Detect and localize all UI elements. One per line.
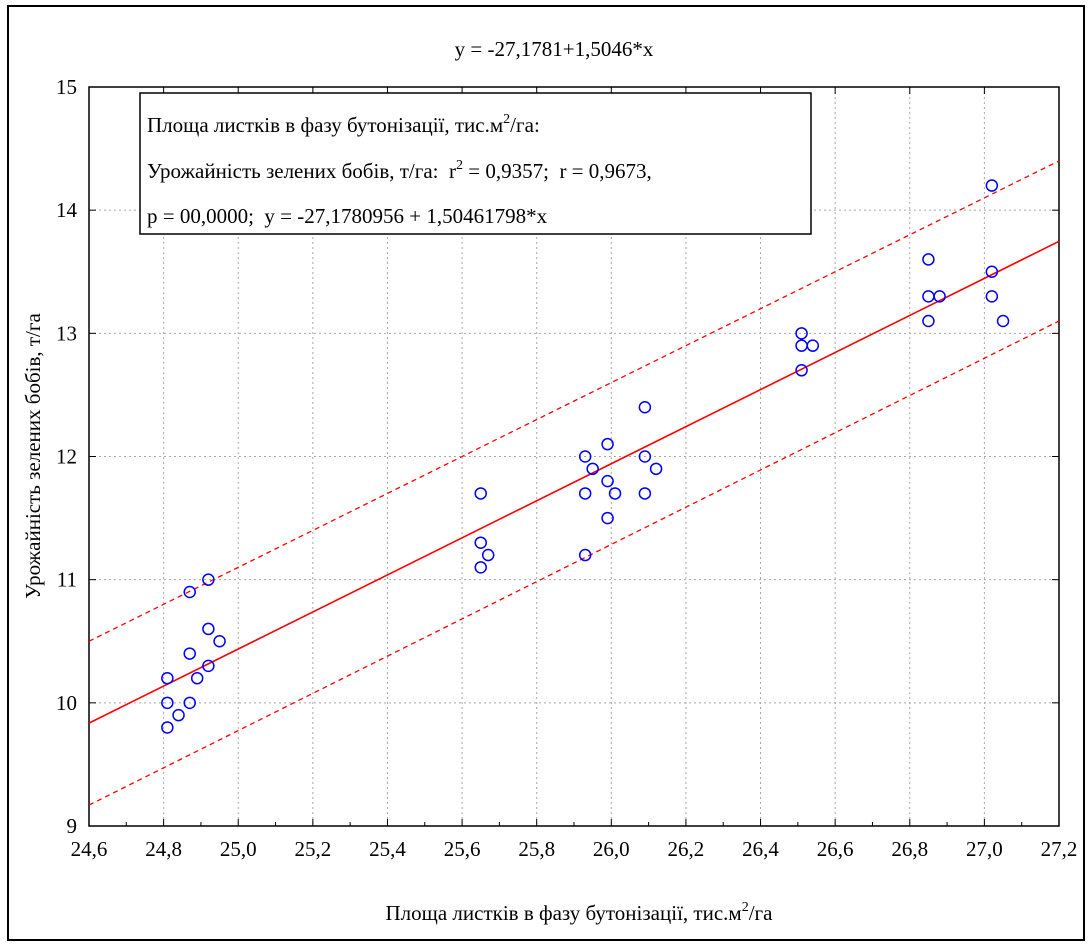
- y-axis-ticks: 9 10 11 12 13 14 15: [56, 75, 1059, 838]
- data-point: [922, 290, 935, 303]
- chart-frame: [7, 5, 1085, 941]
- lower-confidence-line: [88, 320, 1060, 806]
- y-axis-label: Урожайність зелених бобів, т/га: [21, 312, 45, 598]
- data-point: [183, 647, 196, 660]
- data-point: [996, 314, 1010, 328]
- x-axis-label: Площа листків в фазу бутонізації, тис.м2…: [386, 900, 774, 925]
- legend-line-2-sup: 2: [456, 158, 463, 173]
- legend-line-1: Площа листків в фазу бутонізації, тис.м2…: [147, 112, 540, 137]
- upper-confidence-line: [88, 160, 1060, 642]
- legend-line-1-text: Площа листків в фазу бутонізації, тис.м: [147, 113, 503, 137]
- data-point: [601, 474, 614, 488]
- y-tick-label: 10: [56, 691, 77, 715]
- x-tick-label: 25,0: [220, 837, 257, 861]
- data-point: [922, 314, 935, 328]
- data-point: [578, 450, 592, 463]
- data-point: [806, 339, 820, 352]
- legend-line-2-b: = 0,9357; r = 0,9673,: [463, 159, 652, 183]
- y-tick-label: 14: [56, 198, 78, 222]
- x-axis-label-tail: /га: [749, 901, 773, 925]
- data-point: [985, 290, 999, 303]
- data-point: [985, 265, 999, 278]
- confidence-band: [88, 160, 1060, 806]
- data-point: [608, 487, 622, 500]
- data-point: [213, 635, 226, 648]
- x-axis-label-sup: 2: [742, 900, 749, 915]
- legend-line-1-sup: 2: [503, 112, 510, 127]
- chart-title: y = -27,1781+1,5046*x: [455, 37, 654, 61]
- y-tick-label: 15: [56, 75, 77, 99]
- data-point: [202, 659, 215, 673]
- data-point: [161, 696, 174, 710]
- data-point: [638, 487, 652, 500]
- y-tick-label: 13: [56, 321, 77, 345]
- data-point: [474, 487, 487, 500]
- x-axis-label-text: Площа листків в фазу бутонізації, тис.м: [386, 901, 742, 925]
- x-tick-label: 24,8: [145, 837, 182, 861]
- x-tick-label: 26,2: [668, 837, 705, 861]
- x-axis-ticks: 24,6 24,8 25,0 25,2 25,4 25,6 25,8 26,0 26,2 26,4…: [71, 87, 1078, 861]
- data-point: [933, 290, 946, 303]
- legend-frame: [139, 92, 812, 235]
- data-point: [795, 327, 808, 340]
- x-tick-label: 25,4: [369, 837, 406, 861]
- data-point: [474, 561, 487, 574]
- data-point: [649, 462, 663, 476]
- data-point: [183, 696, 196, 710]
- legend-line-1-tail: /га:: [510, 113, 540, 137]
- x-tick-label: 25,6: [444, 837, 481, 861]
- x-tick-label: 27,2: [1041, 837, 1078, 861]
- data-point: [161, 671, 174, 685]
- chart-title-text: y = -27,1781+1,5046*x: [455, 37, 654, 61]
- y-tick-label: 9: [67, 814, 78, 838]
- legend-line-3: p = 00,0000; y = -27,1780956 + 1,5046179…: [147, 204, 548, 228]
- x-tick-label: 24,6: [71, 837, 108, 861]
- legend-line-2: Урожайність зелених бобів, т/га: r2 = 0,…: [147, 158, 652, 183]
- data-point: [795, 339, 808, 352]
- data-point: [795, 364, 808, 377]
- data-points: [161, 179, 1010, 734]
- y-tick-label: 11: [57, 568, 77, 592]
- regression-line: [88, 240, 1060, 724]
- data-point: [161, 721, 174, 734]
- data-point: [172, 708, 185, 722]
- x-tick-label: 25,2: [294, 837, 331, 861]
- data-point: [638, 400, 652, 414]
- data-point: [481, 548, 495, 562]
- x-tick-label: 25,8: [518, 837, 555, 861]
- x-tick-label: 26,8: [891, 837, 928, 861]
- data-point: [202, 573, 215, 586]
- x-tick-label: 26,0: [593, 837, 630, 861]
- x-tick-label: 26,4: [742, 837, 779, 861]
- data-point: [922, 253, 935, 266]
- data-point: [985, 179, 999, 192]
- data-point: [638, 450, 652, 463]
- x-tick-label: 27,0: [966, 837, 1003, 861]
- data-point: [601, 511, 614, 525]
- data-point: [601, 437, 614, 451]
- data-point: [474, 536, 487, 549]
- data-point: [202, 622, 215, 636]
- data-point: [578, 487, 592, 500]
- data-point: [578, 548, 592, 562]
- data-point: [586, 462, 599, 476]
- legend-box: Площа листків в фазу бутонізації, тис.м2…: [139, 92, 812, 235]
- x-tick-label: 26,6: [817, 837, 854, 861]
- legend-line-2-a: Урожайність зелених бобів, т/га: r: [147, 159, 456, 183]
- data-point: [190, 671, 204, 685]
- y-tick-label: 12: [56, 445, 77, 469]
- data-point: [183, 585, 196, 599]
- regression-line-path: [88, 240, 1060, 724]
